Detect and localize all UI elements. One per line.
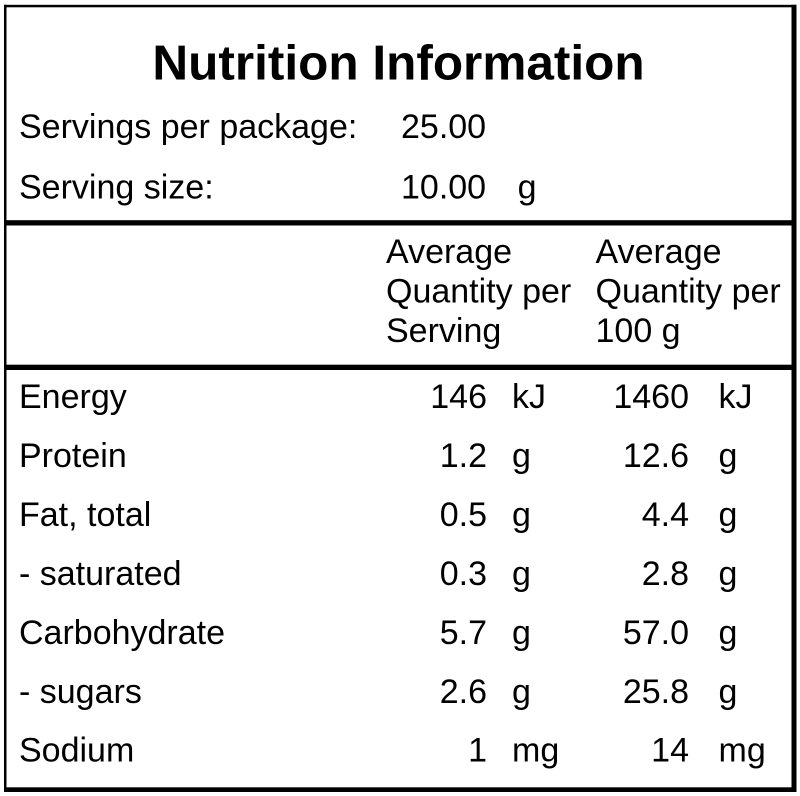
svg-text:g: g [719,614,738,652]
svg-text:- saturated: - saturated [19,555,182,593]
svg-text:12.6: 12.6 [623,437,689,475]
svg-text:25.8: 25.8 [623,673,689,711]
svg-text:g: g [512,673,531,711]
svg-text:Serving: Serving [386,312,501,350]
svg-text:g: g [512,496,531,534]
svg-text:g: g [512,614,531,652]
svg-text:14: 14 [651,732,689,770]
svg-text:0.3: 0.3 [440,555,487,593]
svg-text:10.00: 10.00 [401,169,486,207]
svg-text:Quantity per: Quantity per [596,272,781,310]
svg-text:mg: mg [719,732,766,770]
svg-text:g: g [518,169,537,207]
svg-text:g: g [719,673,738,711]
svg-text:g: g [512,555,531,593]
svg-text:100 g: 100 g [596,312,681,350]
svg-text:Carbohydrate: Carbohydrate [19,614,225,652]
svg-text:Quantity per: Quantity per [386,272,571,310]
svg-text:g: g [719,437,738,475]
svg-text:1: 1 [468,732,487,770]
svg-text:4.4: 4.4 [642,496,689,534]
svg-text:kJ: kJ [512,378,546,416]
svg-text:2.6: 2.6 [440,673,487,711]
svg-text:Average: Average [386,233,512,271]
svg-text:0.5: 0.5 [440,496,487,534]
svg-text:2.8: 2.8 [642,555,689,593]
svg-text:1.2: 1.2 [440,437,487,475]
svg-text:- sugars: - sugars [19,673,142,711]
svg-text:Servings per package:: Servings per package: [19,108,357,146]
svg-text:1460: 1460 [613,378,689,416]
svg-text:Fat, total: Fat, total [19,496,151,534]
svg-text:Sodium: Sodium [19,732,134,770]
svg-text:Nutrition Information: Nutrition Information [152,36,644,91]
svg-text:g: g [512,437,531,475]
svg-text:57.0: 57.0 [623,614,689,652]
svg-text:mg: mg [512,732,559,770]
svg-text:5.7: 5.7 [440,614,487,652]
svg-text:Energy: Energy [19,378,127,416]
svg-text:g: g [719,496,738,534]
svg-text:kJ: kJ [719,378,753,416]
svg-text:25.00: 25.00 [401,108,486,146]
svg-text:g: g [719,555,738,593]
svg-text:Serving size:: Serving size: [19,169,214,207]
svg-text:146: 146 [430,378,487,416]
svg-text:Protein: Protein [19,437,127,475]
svg-text:Average: Average [596,233,722,271]
